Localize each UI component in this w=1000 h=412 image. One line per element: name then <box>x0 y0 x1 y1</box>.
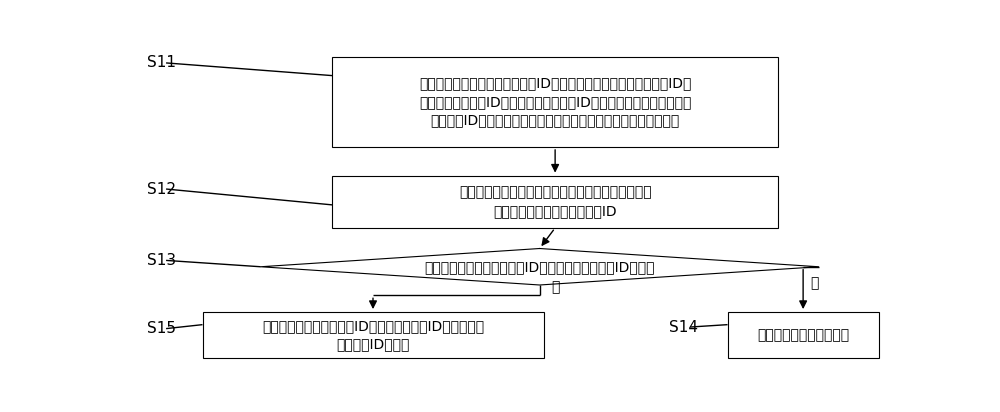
FancyBboxPatch shape <box>332 176 778 228</box>
Text: S15: S15 <box>147 321 176 336</box>
Text: S14: S14 <box>669 320 698 335</box>
Text: S11: S11 <box>147 56 176 70</box>
Text: 判断发生修改操作的数据块ID是否属于内存数据块ID记录集: 判断发生修改操作的数据块ID是否属于内存数据块ID记录集 <box>424 260 655 274</box>
FancyBboxPatch shape <box>202 312 544 358</box>
Polygon shape <box>261 248 819 285</box>
Text: 将发生修改操作的数据块ID写入内存数据块ID记录集和磁
盘数据块ID记录集: 将发生修改操作的数据块ID写入内存数据块ID记录集和磁 盘数据块ID记录集 <box>262 319 484 351</box>
Text: 否: 否 <box>551 281 559 294</box>
Text: 是: 是 <box>811 276 819 290</box>
FancyBboxPatch shape <box>332 56 778 147</box>
Text: S13: S13 <box>147 253 176 268</box>
FancyBboxPatch shape <box>728 312 879 358</box>
Text: 禁止触发磁盘日志的更新: 禁止触发磁盘日志的更新 <box>757 328 849 342</box>
Text: 实时获取生产中心和灾备中心的数据修改操作信息，
以获得需要同步复制的数据块ID: 实时获取生产中心和灾备中心的数据修改操作信息， 以获得需要同步复制的数据块ID <box>459 185 651 218</box>
Text: 预先设置内存日志的内存数据块ID记录集和磁盘日志的磁盘数据块ID记
录集，内存数据块ID记录集和磁盘数据块ID记录集相同，定义所有的磁
盘数据块ID记录集均为发: 预先设置内存日志的内存数据块ID记录集和磁盘日志的磁盘数据块ID记 录集，内存数… <box>419 76 691 127</box>
Text: S12: S12 <box>147 182 176 197</box>
